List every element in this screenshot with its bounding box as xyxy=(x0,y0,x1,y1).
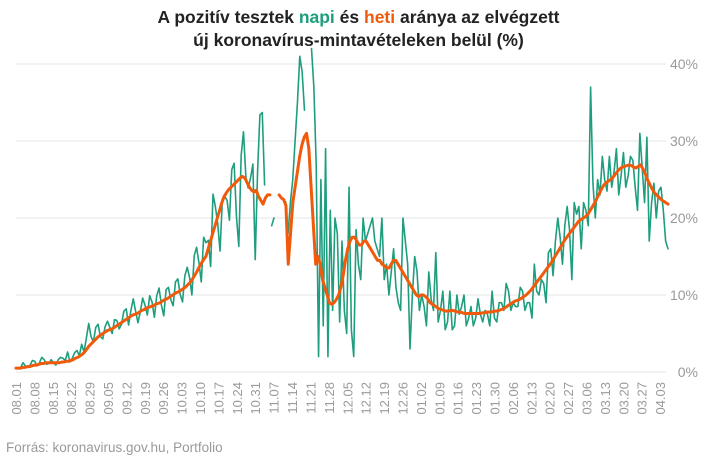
title-line-1: A pozitív tesztek napi és heti aránya az… xyxy=(0,6,717,29)
x-tick-label: 03.20 xyxy=(616,382,631,415)
title-heti-word: heti xyxy=(364,7,396,27)
x-tick-label: 08.15 xyxy=(46,382,61,415)
y-tick-label: 30% xyxy=(670,133,698,149)
series-line-heti xyxy=(14,131,670,370)
x-tick-label: 01.09 xyxy=(432,382,447,415)
x-tick-label: 11.21 xyxy=(303,382,318,414)
x-tick-label: 10.10 xyxy=(193,382,208,415)
x-tick-label: 03.13 xyxy=(598,382,613,415)
x-tick-label: 09.19 xyxy=(138,382,153,415)
source-note: Forrás: koronavirus.gov.hu, Portfolio xyxy=(6,440,223,455)
x-tick-label: 02.20 xyxy=(543,382,558,415)
x-tick-label: 10.03 xyxy=(175,382,190,415)
x-tick-label: 09.26 xyxy=(156,382,171,415)
title-part-2: és xyxy=(334,7,364,27)
x-tick-label: 01.16 xyxy=(451,382,466,415)
x-tick-label: 08.01 xyxy=(9,382,24,415)
x-tick-label: 10.24 xyxy=(230,382,245,415)
x-tick-label: 10.17 xyxy=(211,382,226,415)
x-tick-label: 12.05 xyxy=(340,382,355,415)
x-tick-label: 08.22 xyxy=(64,382,79,415)
x-tick-label: 11.28 xyxy=(322,382,337,414)
y-tick-label: 40% xyxy=(670,56,698,72)
x-tick-label: 08.29 xyxy=(83,382,98,415)
series-line-napi xyxy=(15,47,669,370)
x-tick-label: 01.02 xyxy=(414,382,429,415)
x-tick-label: 08.08 xyxy=(27,382,42,415)
series-lines xyxy=(14,47,670,370)
x-tick-label: 09.12 xyxy=(119,382,134,415)
x-tick-label: 02.27 xyxy=(561,382,576,415)
x-tick-label: 12.19 xyxy=(377,382,392,415)
x-tick-label: 01.23 xyxy=(469,382,484,415)
x-tick-label: 04.03 xyxy=(653,382,668,415)
title-part-3: aránya az elvégzett xyxy=(395,7,560,27)
title-napi-word: napi xyxy=(298,7,335,27)
x-tick-label: 03.06 xyxy=(580,382,595,415)
x-tick-label: 12.12 xyxy=(359,382,374,415)
title-part-1: A pozitív tesztek xyxy=(157,7,299,27)
y-tick-label: 10% xyxy=(670,287,698,303)
y-tick-label: 20% xyxy=(670,210,698,226)
chart-title: A pozitív tesztek napi és heti aránya az… xyxy=(0,6,717,52)
x-tick-label: 11.14 xyxy=(285,382,300,414)
y-axis-ticks: 0% 10% 20% 30% 40% xyxy=(670,56,698,380)
x-tick-label: 10.31 xyxy=(248,382,263,415)
x-tick-label: 12.26 xyxy=(395,382,410,415)
x-tick-label: 09.05 xyxy=(101,382,116,415)
x-tick-label: 11.07 xyxy=(267,382,282,414)
title-line-2: új koronavírus-mintavételeken belül (%) xyxy=(193,30,524,50)
x-tick-label: 01.30 xyxy=(487,382,502,415)
y-tick-label: 0% xyxy=(678,364,698,380)
line-chart: 0% 10% 20% 30% 40% 08.01 08.08 08.15 08.22 08.29… xyxy=(9,47,698,415)
x-axis-ticks: 08.01 08.08 08.15 08.22 08.29 09.05 09.12 09.19… xyxy=(9,382,668,415)
x-tick-label: 03.27 xyxy=(635,382,650,415)
x-tick-label: 02.13 xyxy=(524,382,539,415)
x-tick-label: 02.06 xyxy=(506,382,521,415)
